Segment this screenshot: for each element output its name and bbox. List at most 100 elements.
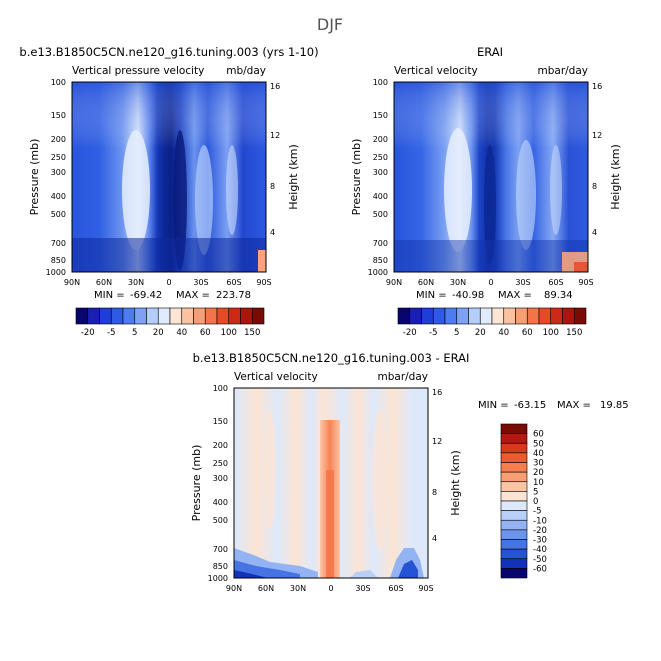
figure-title: DJF: [317, 15, 343, 34]
y-axis-right-label: Height (km): [609, 144, 622, 210]
x-tick: 90S: [418, 584, 433, 593]
x-tick: 60S: [226, 278, 241, 287]
y-tick-right: 16: [270, 82, 280, 91]
colorbar-label: 40: [176, 328, 187, 338]
colorbar-label: 20: [533, 468, 544, 478]
colorbar-label: 60: [200, 328, 211, 338]
colorbar-swatch: [409, 307, 422, 325]
colorbar-label: 20: [475, 328, 486, 338]
colorbar-label: 20: [153, 328, 164, 338]
colorbar-swatch: [122, 307, 136, 325]
stats: MIN = -63.15 MAX = 19.85: [478, 400, 629, 411]
colorbar-swatch: [550, 307, 563, 325]
y-tick: 250: [51, 153, 66, 162]
panel-subtitle-right: mbar/day: [378, 371, 429, 383]
panel-subtitle-left: Vertical velocity: [394, 65, 478, 77]
y-tick: 300: [373, 168, 388, 177]
colorbar-swatch: [169, 307, 183, 325]
colorbar-swatch: [432, 307, 446, 325]
y-tick: 500: [213, 516, 228, 525]
colorbar-label: -50: [533, 555, 547, 565]
colorbar-swatch: [500, 558, 528, 569]
y-tick: 200: [213, 441, 228, 450]
y-tick-right: 12: [592, 131, 602, 140]
y-tick: 850: [373, 256, 388, 265]
colorbar-swatch: [99, 307, 112, 325]
x-tick: 30S: [355, 584, 370, 593]
colorbar-swatch: [538, 307, 552, 325]
x-tick: 60S: [548, 278, 563, 287]
panel-subtitle-left: Vertical pressure velocity: [72, 65, 204, 77]
colorbar-label: -5: [107, 328, 115, 338]
colorbar-swatch: [526, 307, 540, 325]
x-tick: 60N: [96, 278, 112, 287]
y-tick: 200: [51, 135, 66, 144]
y-axis-right: Height (km) 16 12 8 4: [432, 388, 462, 543]
x-tick: 60N: [258, 584, 274, 593]
x-axis: 90N 60N 30N 0 30S 60S 90S: [226, 584, 434, 593]
x-tick: 90N: [226, 584, 242, 593]
y-axis-right-label: Height (km): [449, 450, 462, 516]
x-tick: 90N: [386, 278, 402, 287]
y-tick: 150: [373, 111, 388, 120]
y-axis-right: Height (km) 16 12 8 4: [592, 82, 622, 237]
colorbar-label: 50: [533, 439, 544, 449]
x-axis: 90N 60N 30N 0 30S 60S 90S: [386, 278, 594, 287]
colorbar-swatch: [216, 307, 230, 325]
colorbar-label: 100: [221, 328, 237, 338]
x-tick: 0: [328, 584, 333, 593]
colorbar-swatch: [87, 307, 100, 325]
colorbar-swatch: [500, 433, 528, 444]
panel-subtitle-right: mbar/day: [538, 65, 589, 77]
y-tick-right: 8: [432, 488, 437, 497]
y-axis-label: Pressure (mb): [28, 139, 41, 216]
colorbar-swatch: [500, 510, 528, 521]
panel-erai: ERAI Vertical velocity mbar/day Pressure…: [350, 45, 622, 338]
colorbar-swatch: [500, 442, 528, 454]
colorbar-swatch: [228, 307, 241, 325]
colorbar-swatch: [500, 423, 528, 434]
y-axis-label: Pressure (mb): [190, 445, 203, 522]
y-tick: 300: [51, 168, 66, 177]
colorbar-label: -30: [533, 536, 547, 546]
max-value: 223.78: [216, 290, 251, 301]
y-tick: 1000: [368, 268, 388, 277]
contour-field: [71, 81, 267, 273]
colorbar-label: -60: [533, 564, 547, 574]
x-tick: 60S: [388, 584, 403, 593]
y-tick: 850: [213, 562, 228, 571]
y-tick: 1000: [46, 268, 66, 277]
max-label: MAX =: [557, 400, 591, 411]
colorbar-swatch: [500, 500, 528, 511]
y-tick-right: 8: [270, 182, 275, 191]
max-value: 89.34: [544, 290, 573, 301]
panel-title: b.e13.B1850C5CN.ne120_g16.tuning.003 (yr…: [19, 45, 318, 59]
colorbar: -20 -5 5 20 40 60 100 150: [397, 307, 587, 338]
colorbar-label: -10: [533, 516, 547, 526]
y-tick: 700: [51, 239, 66, 248]
colorbar-swatch: [456, 307, 469, 325]
colorbar-label: -40: [533, 545, 547, 555]
y-tick: 500: [373, 210, 388, 219]
contour-field: [393, 81, 589, 273]
colorbar-swatch: [500, 491, 528, 502]
panel-title: ERAI: [477, 45, 503, 59]
y-tick-right: 4: [270, 228, 275, 237]
colorbar-swatch: [500, 539, 528, 550]
y-axis-right: Height (km) 16 12 8 4: [270, 82, 300, 237]
colorbar-swatch: [500, 519, 528, 531]
y-tick: 400: [213, 498, 228, 507]
y-axis-right-label: Height (km): [287, 144, 300, 210]
colorbar-swatch: [157, 307, 171, 325]
colorbar: -20 -5 5 20 40 60 100 150: [75, 307, 265, 338]
y-axis-left: Pressure (mb) 100 150 200 250 300 400 50…: [190, 384, 228, 583]
y-tick: 250: [213, 459, 228, 468]
y-tick: 150: [51, 111, 66, 120]
colorbar-label: -20: [403, 328, 417, 338]
colorbar-label: -20: [533, 526, 547, 536]
y-tick: 100: [373, 78, 388, 87]
colorbar-swatch: [204, 307, 218, 325]
colorbar-label: 5: [454, 328, 459, 338]
y-tick: 300: [213, 474, 228, 483]
